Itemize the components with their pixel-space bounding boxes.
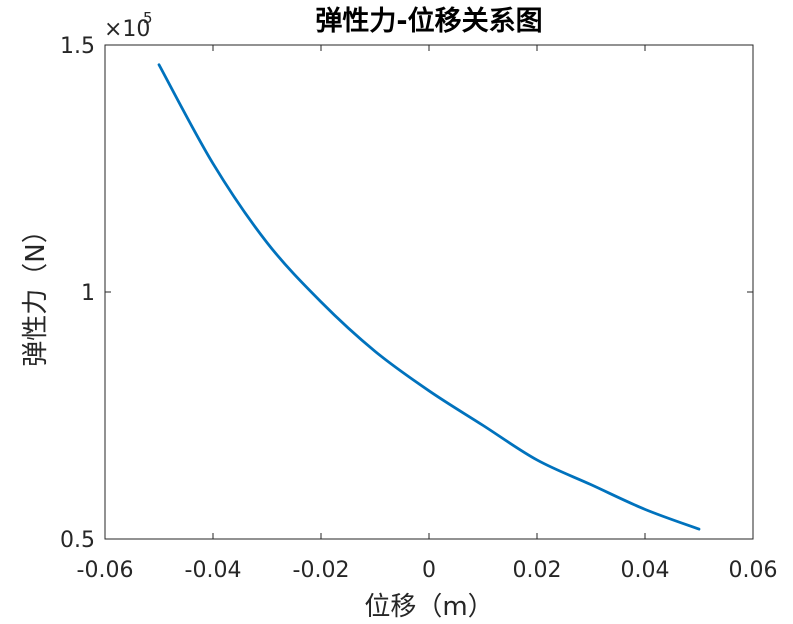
chart-title: 弹性力-位移关系图 <box>315 5 542 37</box>
x-tick-label-5: 0.04 <box>621 558 670 583</box>
labels-layer: -0.06 -0.04 -0.02 0 0.02 0.04 0.06 0.5 1 1.5 <box>60 34 777 583</box>
y-exponent-power: 5 <box>143 9 153 27</box>
x-tick-label-1: -0.04 <box>185 558 242 583</box>
x-tick-label-4: 0.02 <box>513 558 562 583</box>
y-axis-label: 弹性力（N） <box>21 217 51 366</box>
y-exponent-base: ×10 <box>104 17 150 42</box>
y-tick-label-1: 1 <box>81 281 95 306</box>
y-tick-label-2: 1.5 <box>60 34 95 59</box>
plot-frame <box>104 44 754 540</box>
x-tick-label-3: 0 <box>422 558 436 583</box>
x-tick-label-0: -0.06 <box>77 558 134 583</box>
plot-area <box>105 45 753 539</box>
x-tick-label-6: 0.06 <box>729 558 778 583</box>
y-tick-label-0: 0.5 <box>60 528 95 553</box>
x-tick-label-2: -0.02 <box>293 558 350 583</box>
x-axis-label: 位移（m） <box>364 592 493 622</box>
series-line <box>157 63 701 531</box>
